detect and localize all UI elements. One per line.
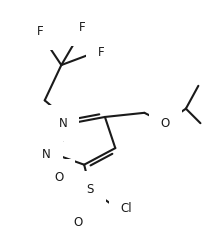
Text: Cl: Cl [120,202,132,215]
Text: F: F [37,25,44,38]
Text: O: O [73,215,83,229]
Text: S: S [87,183,94,196]
Text: O: O [54,171,63,184]
Text: F: F [98,46,104,59]
Text: N: N [42,148,51,161]
Text: N: N [59,117,68,130]
Text: F: F [79,21,85,34]
Text: O: O [160,117,170,130]
